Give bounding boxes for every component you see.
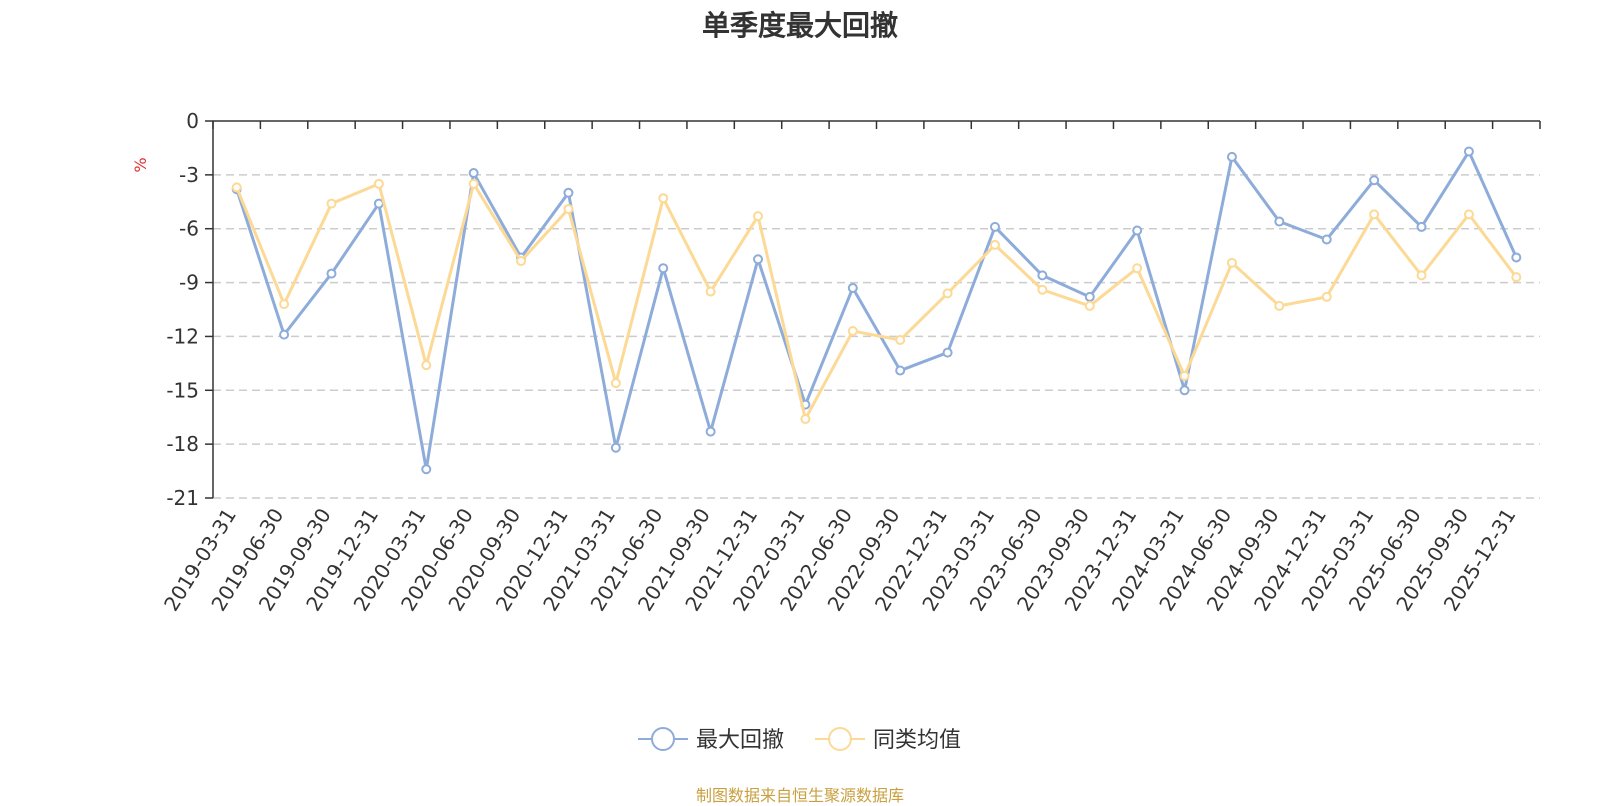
data-point	[1321, 291, 1332, 302]
data-point	[1416, 221, 1427, 232]
data-point	[753, 211, 764, 222]
series-line	[235, 182, 1518, 421]
data-point	[1416, 270, 1427, 281]
y-tick-label: -9	[179, 271, 199, 295]
data-point	[1132, 225, 1143, 236]
data-point	[1274, 216, 1285, 227]
line-chart: 0-3-6-9-12-15-18-212019-03-312019-06-302…	[131, 109, 1541, 753]
y-tick-label: -21	[166, 486, 199, 510]
source-note: 制图数据来自恒生聚源数据库	[695, 786, 904, 805]
data-point	[1511, 272, 1522, 283]
data-point	[989, 239, 1000, 250]
data-point	[1369, 175, 1380, 186]
series-line	[235, 150, 1518, 471]
data-point	[1037, 270, 1048, 281]
legend-item[interactable]: 最大回撤	[638, 727, 784, 753]
data-point	[705, 286, 716, 297]
data-point	[326, 198, 337, 209]
data-point	[1463, 146, 1474, 157]
y-tick-label: -6	[179, 217, 199, 241]
y-tick-label: -12	[166, 324, 199, 348]
data-point	[421, 464, 432, 475]
data-point	[1226, 257, 1237, 268]
data-point	[610, 378, 621, 389]
data-point	[279, 329, 290, 340]
y-axis-unit: %	[131, 157, 150, 172]
data-point	[231, 182, 242, 193]
y-tick-label: -15	[166, 378, 199, 402]
data-point	[847, 282, 858, 293]
chart-title: 单季度最大回撤	[701, 9, 898, 42]
data-point	[279, 299, 290, 310]
y-tick-label: -18	[166, 432, 199, 456]
data-point	[1084, 291, 1095, 302]
data-point	[1037, 284, 1048, 295]
legend-label: 最大回撤	[696, 728, 784, 753]
data-point	[468, 168, 479, 179]
data-point	[1132, 263, 1143, 274]
data-point	[1179, 385, 1190, 396]
data-point	[1463, 209, 1474, 220]
data-point	[516, 256, 527, 267]
data-point	[895, 365, 906, 376]
data-point	[1274, 300, 1285, 311]
data-point	[658, 263, 669, 274]
data-point	[1369, 209, 1380, 220]
legend-marker-icon	[651, 727, 675, 751]
y-tick-label: -3	[179, 163, 199, 187]
legend-item[interactable]: 同类均值	[815, 727, 961, 753]
data-point	[753, 254, 764, 265]
legend-label: 同类均值	[873, 728, 961, 753]
data-point	[1084, 300, 1095, 311]
data-point	[1226, 151, 1237, 162]
data-point	[373, 198, 384, 209]
data-point	[1179, 370, 1190, 381]
data-point	[895, 335, 906, 346]
data-point	[942, 288, 953, 299]
data-point	[468, 178, 479, 189]
data-point	[563, 187, 574, 198]
data-point	[373, 178, 384, 189]
data-point	[705, 426, 716, 437]
data-point	[610, 442, 621, 453]
y-tick-label: 0	[186, 109, 199, 133]
data-point	[989, 221, 1000, 232]
data-point	[1321, 234, 1332, 245]
legend[interactable]: 最大回撤 同类均值	[638, 727, 961, 753]
data-point	[658, 193, 669, 204]
data-point	[800, 414, 811, 425]
data-point	[563, 203, 574, 214]
data-point	[1511, 252, 1522, 263]
data-point	[847, 326, 858, 337]
legend-marker-icon	[828, 727, 852, 751]
data-point	[326, 268, 337, 279]
data-point	[421, 360, 432, 371]
series-layer	[231, 146, 1522, 475]
data-point	[942, 347, 953, 358]
